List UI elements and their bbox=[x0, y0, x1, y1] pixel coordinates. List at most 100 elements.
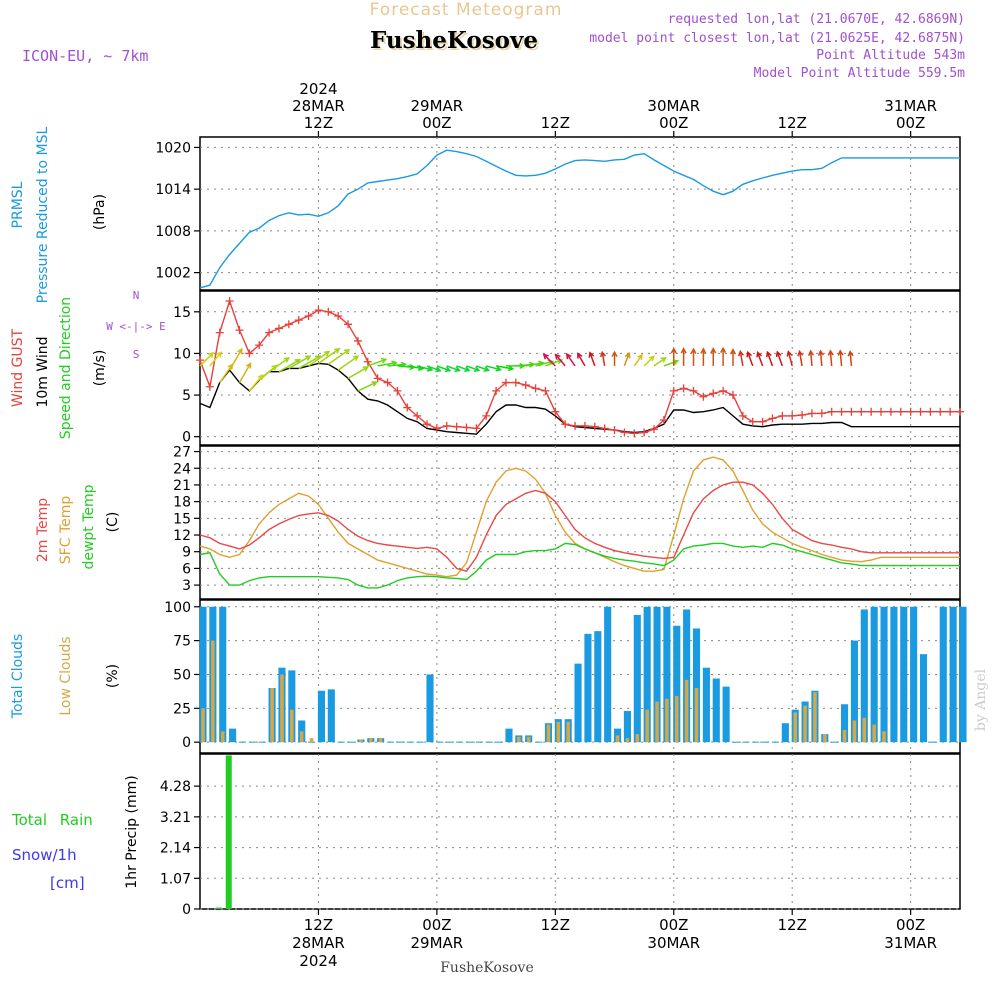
dewpt-temp-label: dewpt Temp bbox=[81, 484, 97, 569]
temp-2m-line bbox=[199, 481, 960, 573]
wind-arrow-head bbox=[352, 355, 360, 362]
y-tick-label: 0 bbox=[182, 735, 191, 751]
wind-panel: 0 5 10 15 bbox=[173, 290, 964, 446]
dewpt-temp-line bbox=[199, 542, 960, 589]
gust-marker bbox=[709, 389, 718, 398]
gust-marker bbox=[462, 423, 471, 432]
wind-unit: (m/s) bbox=[92, 350, 108, 387]
total-cloud-bar bbox=[594, 631, 602, 743]
y-tick-label: 0 bbox=[182, 902, 191, 918]
gust-marker bbox=[689, 386, 698, 395]
wind-arrow bbox=[436, 365, 451, 372]
gust-marker bbox=[659, 416, 668, 425]
panel-frame bbox=[199, 445, 961, 600]
gust-marker bbox=[778, 411, 787, 420]
wind-arrow-head bbox=[304, 355, 312, 361]
wind-arrow bbox=[747, 352, 754, 367]
wind-arrow-head bbox=[765, 350, 772, 358]
panel-frame bbox=[199, 136, 961, 291]
wind-arrow bbox=[486, 365, 501, 371]
closest-coords: model point closest lon,lat (21.0625E, 4… bbox=[589, 31, 965, 46]
low-cloud-bar bbox=[694, 688, 699, 743]
bottom-time-label: 31MAR bbox=[884, 934, 937, 952]
y-tick-label: 12 bbox=[173, 528, 191, 544]
gust-marker bbox=[442, 421, 451, 430]
gust-marker bbox=[827, 407, 836, 416]
y-tick-label: 15 bbox=[173, 305, 191, 321]
model-name: ICON-EU, ~ 7km bbox=[22, 47, 148, 65]
y-tick-label: 4.28 bbox=[160, 779, 191, 795]
pressure-label-long: Pressure Reduced to MSL bbox=[35, 126, 51, 303]
low-cloud-bar bbox=[270, 688, 274, 743]
gust-marker bbox=[847, 407, 856, 416]
watermark: by Angel bbox=[973, 668, 989, 731]
y-tick-label: 24 bbox=[173, 461, 191, 477]
wind-arrow-head bbox=[542, 353, 549, 360]
wind-arrow bbox=[633, 354, 643, 367]
y-tick-label: 1014 bbox=[155, 182, 191, 198]
gust-marker bbox=[205, 382, 214, 391]
y-tick-label: 50 bbox=[173, 667, 191, 683]
wind-arrow-head bbox=[797, 349, 804, 357]
wind-arrow-head bbox=[271, 364, 278, 371]
total-cloud-bar bbox=[673, 625, 681, 743]
low-cloud-bar bbox=[566, 721, 570, 743]
bottom-time-label: 00Z bbox=[422, 916, 451, 934]
gust-marker bbox=[610, 426, 619, 435]
y-tick-label: 27 bbox=[173, 445, 191, 461]
wind-arrow bbox=[308, 351, 330, 367]
wind-arrow-head bbox=[827, 349, 834, 356]
wind-arrow bbox=[327, 349, 350, 365]
wind-arrow bbox=[268, 357, 290, 373]
model-altitude: Model Point Altitude 559.5m bbox=[754, 66, 965, 81]
y-tick-label: 75 bbox=[173, 634, 191, 650]
gust-marker bbox=[837, 407, 846, 416]
compass-west-east: W <-|-> E bbox=[106, 320, 166, 333]
total-cloud-bar bbox=[722, 686, 730, 743]
snow-unit: [cm] bbox=[50, 874, 85, 892]
wind-arrow-head bbox=[362, 366, 370, 372]
wind-arrow-head bbox=[207, 351, 215, 358]
location-title: FusheKosove bbox=[370, 27, 538, 54]
wind-arrow bbox=[495, 365, 513, 370]
total-cloud-bar bbox=[890, 606, 898, 743]
wind-gust-line bbox=[199, 298, 960, 435]
gust-marker bbox=[748, 417, 757, 426]
low-cloud-bar bbox=[842, 729, 847, 743]
low-cloud-bar bbox=[645, 709, 649, 743]
gust-marker bbox=[896, 407, 905, 416]
low-cloud-bar bbox=[378, 738, 383, 743]
y-tick-label: 1008 bbox=[155, 224, 191, 240]
total-cloud-bar bbox=[317, 690, 325, 743]
footer-location: FusheKosove bbox=[440, 960, 534, 976]
low-cloud-bar bbox=[280, 674, 284, 743]
wind-arrow bbox=[566, 353, 576, 367]
gust-marker bbox=[511, 378, 520, 387]
gust-marker bbox=[274, 324, 283, 333]
panel-frame bbox=[199, 753, 961, 910]
wind-arrow bbox=[756, 352, 764, 367]
top-time-label: 29MAR bbox=[411, 97, 464, 115]
rain-legend: Total Rain bbox=[11, 811, 93, 829]
low-cloud-bar bbox=[290, 709, 294, 743]
bottom-time-label: 30MAR bbox=[647, 934, 700, 952]
low-cloud-bar bbox=[546, 724, 551, 743]
wind-arrow bbox=[543, 353, 556, 367]
wind-arrow-head bbox=[720, 346, 727, 354]
low-cloud-bar bbox=[201, 708, 205, 743]
chart-title: Forecast Meteogram bbox=[370, 0, 563, 20]
y-tick-label: 25 bbox=[173, 701, 191, 717]
gust-marker bbox=[620, 428, 629, 437]
wind-arrow-head bbox=[371, 381, 378, 387]
low-cloud-bar bbox=[556, 721, 561, 743]
total-cloud-bar bbox=[633, 614, 641, 743]
gust-marker bbox=[294, 316, 303, 325]
bottom-time-label: 28MAR bbox=[292, 934, 345, 952]
wind-arrow-head bbox=[637, 353, 643, 361]
total-cloud-bar bbox=[702, 667, 710, 743]
total-cloud-bar bbox=[653, 606, 661, 743]
wind-arrow-head bbox=[599, 350, 606, 358]
gust-marker bbox=[245, 349, 254, 358]
wind-arrow-head bbox=[380, 357, 388, 364]
